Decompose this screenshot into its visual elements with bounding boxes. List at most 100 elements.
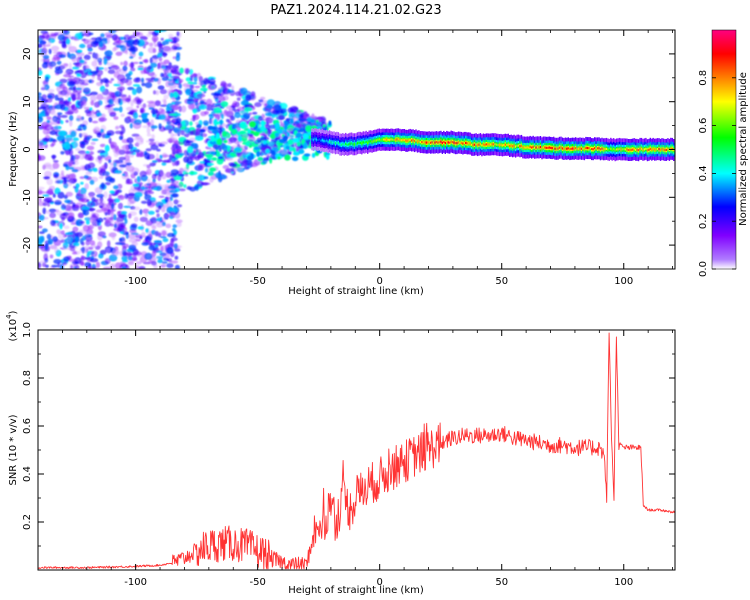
noise-blob	[115, 216, 124, 223]
ridge-cell	[413, 140, 416, 143]
spectrogram-x-label: Height of straight line (km)	[288, 286, 424, 297]
ridge-segment	[491, 133, 493, 156]
noise-blob	[133, 216, 139, 222]
noise-blob	[85, 171, 92, 175]
mid-blob	[289, 105, 299, 113]
noise-blob	[120, 95, 129, 101]
mid-blob	[196, 93, 206, 98]
mid-blob	[200, 133, 208, 138]
noise-blob	[130, 67, 136, 72]
ridge-cell	[463, 141, 465, 144]
noise-blob	[150, 217, 156, 221]
ridge-cell	[550, 146, 552, 149]
noise-blob	[79, 143, 85, 148]
noise-blob	[141, 113, 148, 120]
ridge-segment	[479, 133, 482, 156]
ridge-segment	[438, 131, 441, 154]
ridge-cell	[654, 148, 656, 151]
mid-blob	[200, 128, 206, 133]
noise-blob	[88, 79, 93, 84]
noise-blob	[58, 40, 63, 44]
ridge-cell	[350, 142, 353, 145]
ridge-cell	[592, 148, 594, 151]
noise-blob	[46, 119, 51, 124]
ridge-segment	[594, 137, 596, 160]
noise-blob	[137, 67, 144, 71]
bright-blob	[234, 147, 241, 152]
mid-blob	[305, 113, 310, 117]
ridge-cell	[399, 138, 401, 141]
noise-blob	[145, 220, 153, 227]
noise-blob	[39, 260, 48, 264]
ridge-segment	[577, 137, 580, 160]
noise-blob	[125, 73, 131, 78]
noise-blob	[114, 262, 122, 269]
ridge-segment	[541, 137, 543, 160]
noise-blob	[166, 69, 172, 75]
ridge-cell	[315, 138, 318, 141]
noise-blob	[113, 116, 119, 120]
ridge-cell	[665, 148, 668, 151]
ridge-cell	[535, 146, 537, 149]
ridge-cell	[531, 146, 533, 149]
ridge-cell	[381, 138, 383, 141]
noise-blob	[54, 180, 62, 184]
ridge-segment	[566, 137, 568, 160]
noise-blob	[98, 41, 104, 48]
noise-blob	[63, 256, 71, 262]
ridge-cell	[353, 143, 356, 146]
noise-blob	[144, 252, 153, 260]
noise-blob	[65, 100, 72, 106]
ridge-segment	[525, 136, 527, 159]
noise-blob	[100, 167, 106, 174]
noise-blob	[52, 193, 56, 198]
ridge-segment	[340, 133, 342, 156]
noise-blob	[84, 183, 89, 190]
noise-blob	[103, 58, 108, 65]
ridge-cell	[599, 148, 602, 151]
noise-blob	[81, 38, 86, 42]
noise-blob	[136, 140, 144, 145]
colorbar-tick-label: 0.0	[698, 261, 709, 277]
noise-blob	[127, 116, 132, 119]
noise-blob	[128, 213, 132, 219]
noise-blob	[51, 210, 59, 213]
ridge-segment	[356, 132, 359, 155]
bright-blob	[238, 130, 246, 135]
ridge-cell	[334, 142, 337, 145]
noise-blob	[42, 62, 49, 69]
bright-blob	[292, 138, 300, 143]
noise-blob	[85, 240, 90, 246]
ridge-cell	[324, 140, 326, 143]
noise-blob	[44, 243, 49, 251]
x-tick-label: 100	[614, 577, 633, 588]
noise-blob	[145, 228, 149, 234]
ridge-cell	[605, 147, 608, 150]
noise-blob	[92, 120, 99, 124]
bright-blob	[211, 157, 217, 161]
noise-blob	[161, 252, 170, 260]
noise-blob	[152, 55, 160, 60]
ridge-cell	[589, 147, 591, 150]
mid-blob	[242, 162, 248, 168]
ridge-cell	[664, 148, 666, 151]
noise-blob	[99, 205, 103, 209]
ridge-cell	[453, 141, 455, 144]
ridge-cell	[410, 139, 413, 142]
noise-blob	[141, 200, 148, 204]
noise-blob	[68, 244, 76, 249]
mid-blob	[214, 172, 221, 179]
ridge-segment	[462, 132, 464, 155]
ridge-segment	[482, 133, 485, 156]
mid-blob	[169, 113, 178, 116]
noise-blob	[139, 266, 144, 269]
noise-blob	[118, 135, 124, 141]
noise-blob	[48, 48, 52, 55]
ridge-segment	[626, 138, 628, 161]
ridge-cell	[491, 143, 493, 146]
noise-blob	[89, 207, 95, 212]
ridge-segment	[403, 129, 405, 151]
bright-blob	[252, 131, 260, 137]
ridge-segment	[596, 137, 599, 160]
noise-blob	[83, 54, 91, 60]
